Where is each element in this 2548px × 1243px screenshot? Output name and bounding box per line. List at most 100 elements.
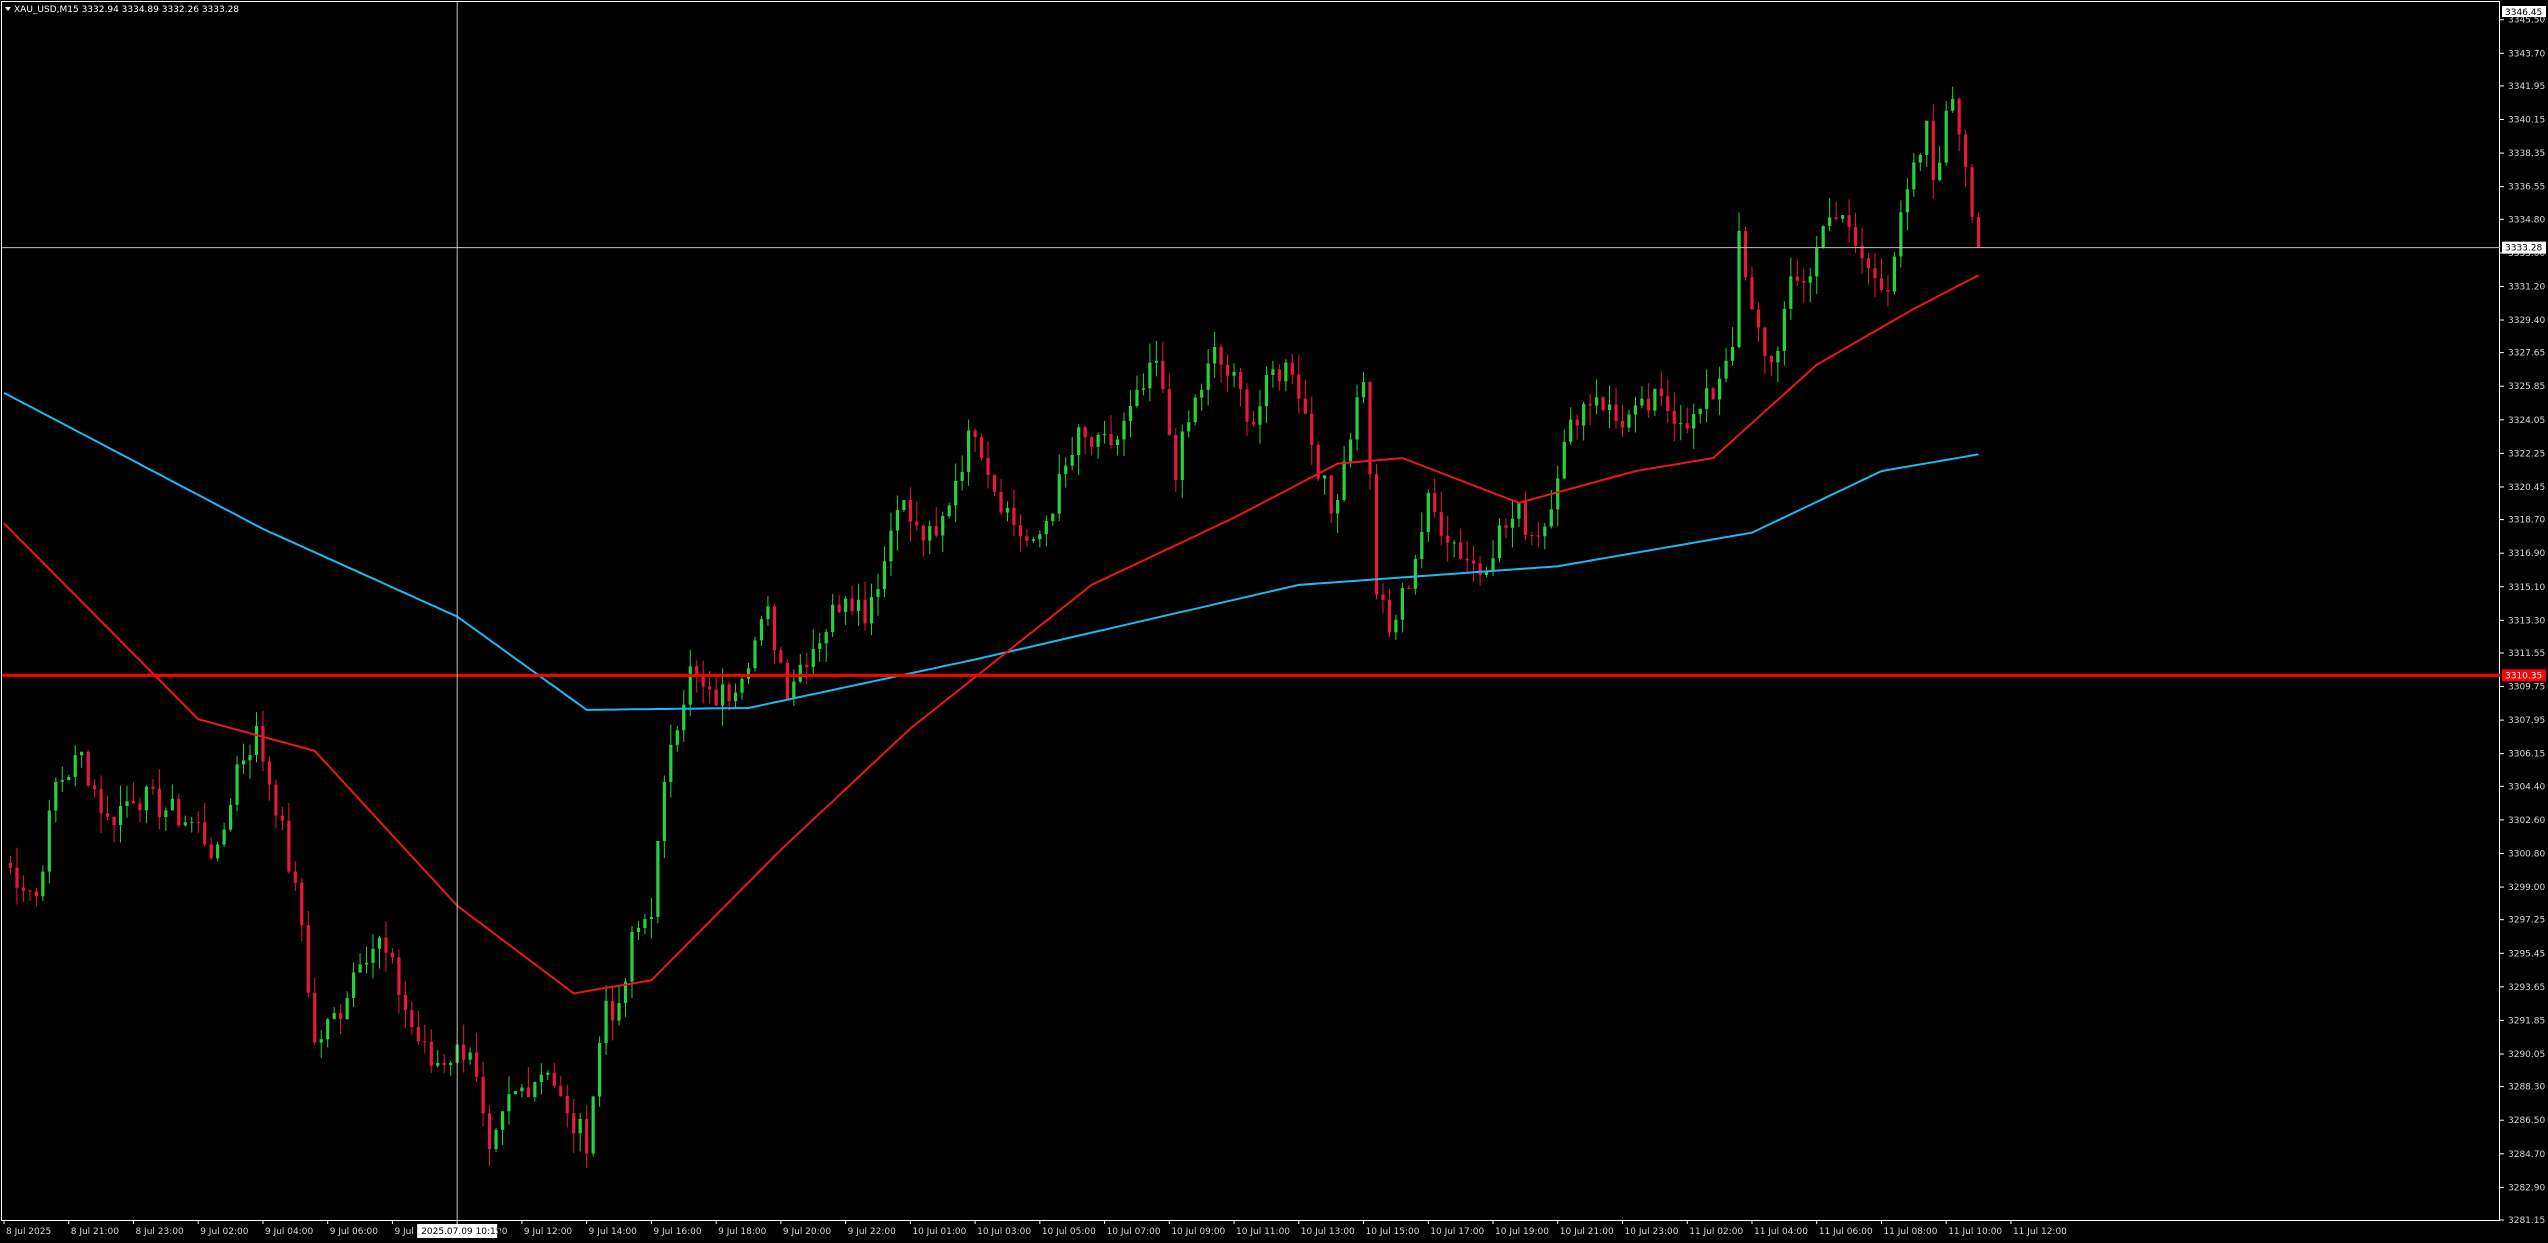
- bull-candle: [1815, 248, 1819, 277]
- bear-candle: [1711, 388, 1715, 400]
- bear-candle: [999, 491, 1003, 513]
- bull-candle: [895, 510, 900, 531]
- bear-candle: [805, 664, 809, 667]
- bull-candle: [1938, 162, 1942, 181]
- bear-candle: [105, 813, 110, 817]
- bear-candle: [487, 1113, 492, 1150]
- bear-candle: [177, 798, 181, 826]
- bull-candle: [54, 781, 58, 811]
- bear-candle: [1659, 388, 1663, 397]
- price-tick-label: 3329.40: [2508, 316, 2545, 326]
- bull-candle: [960, 471, 964, 481]
- price-tick-label: 3284.70: [2508, 1150, 2545, 1160]
- bull-candle: [1899, 212, 1903, 257]
- top-price-tag-text: 3346.45: [2505, 8, 2542, 18]
- bear-candle: [1769, 355, 1774, 363]
- price-tick-label: 3320.45: [2508, 483, 2545, 493]
- bear-candle: [1459, 542, 1463, 559]
- bear-candle: [1614, 404, 1618, 421]
- bull-candle: [248, 755, 252, 761]
- bull-candle: [649, 916, 653, 920]
- price-tick-label: 3295.45: [2508, 949, 2545, 959]
- price-tick-label: 3291.85: [2508, 1016, 2545, 1026]
- triangle-down-icon[interactable]: [5, 7, 11, 11]
- current-price-tag: 3333.28: [2502, 241, 2546, 254]
- bear-candle: [1879, 278, 1884, 291]
- bull-candle: [436, 1062, 440, 1066]
- bull-candle: [759, 619, 764, 641]
- bear-candle: [1763, 327, 1767, 356]
- bear-candle: [1756, 309, 1761, 328]
- price-tick-label: 3282.90: [2508, 1183, 2545, 1193]
- bull-candle: [889, 530, 893, 562]
- bull-candle: [235, 764, 239, 805]
- bull-candle: [669, 744, 673, 782]
- bull-candle: [1284, 362, 1288, 382]
- bear-candle: [1297, 374, 1301, 399]
- level-price-tag: 3310.35: [2502, 669, 2546, 682]
- bear-candle: [1873, 268, 1877, 279]
- bull-candle: [1789, 276, 1793, 309]
- bear-candle: [585, 1119, 589, 1154]
- time-tick-label: 11 Jul 06:00: [1819, 1227, 1873, 1237]
- bear-candle: [209, 844, 213, 859]
- bear-candle: [86, 751, 90, 786]
- bear-candle: [28, 890, 32, 892]
- bear-candle: [785, 662, 789, 699]
- bear-candle: [1219, 347, 1223, 365]
- price-tick-label: 3331.20: [2508, 282, 2545, 292]
- symbol-header[interactable]: XAU_USD,M15 3332.94 3334.89 3332.26 3333…: [5, 5, 239, 15]
- bull-candle: [844, 598, 848, 612]
- time-tick-label: 10 Jul 21:00: [1560, 1227, 1614, 1237]
- bull-candle: [1057, 474, 1061, 514]
- bear-candle: [1245, 389, 1249, 422]
- bear-candle: [1575, 419, 1579, 426]
- bull-candle: [1705, 388, 1709, 409]
- bear-candle: [610, 1000, 615, 1021]
- time-tick-label: 9 Jul 02:00: [200, 1227, 249, 1237]
- bear-candle: [131, 801, 136, 804]
- bear-candle: [8, 863, 13, 868]
- bull-candle: [902, 500, 906, 511]
- bull-candle: [190, 822, 194, 824]
- bull-candle: [539, 1074, 543, 1082]
- bull-candle: [1038, 534, 1042, 540]
- slow-moving-average-line: [3, 391, 1979, 711]
- bear-candle: [300, 882, 304, 926]
- bear-candle: [1646, 398, 1650, 411]
- bull-candle: [1361, 382, 1366, 398]
- bull-candle: [1452, 542, 1456, 544]
- bull-candle: [1633, 405, 1638, 415]
- bull-candle: [41, 871, 45, 897]
- price-tick-label: 3307.95: [2508, 716, 2545, 726]
- bull-candle: [241, 760, 246, 765]
- bear-candle: [93, 785, 97, 790]
- bull-candle: [468, 1052, 472, 1060]
- bull-candle: [1400, 588, 1404, 620]
- price-tick-label: 3340.15: [2508, 116, 2545, 126]
- time-tick-label: 8 Jul 23:00: [135, 1227, 184, 1237]
- bull-candle: [449, 1062, 453, 1066]
- bear-candle: [1853, 226, 1858, 246]
- time-tick-label: 10 Jul 05:00: [1042, 1227, 1096, 1237]
- time-tick-label: 10 Jul 17:00: [1430, 1227, 1484, 1237]
- bull-candle: [1562, 441, 1566, 479]
- bear-candle: [1109, 434, 1113, 446]
- bull-candle: [630, 931, 634, 982]
- price-axis[interactable]: 3345.50 3343.70 3341.95 3340.15 3338.35 3336.…: [2500, 16, 2545, 1226]
- bear-candle: [934, 526, 938, 536]
- time-axis[interactable]: 8 Jul 2025 8 Jul 21:00 8 Jul 23:00 9 Jul 02…: [3, 1220, 2067, 1237]
- bull-candle: [1808, 276, 1812, 283]
- bull-candle: [1640, 398, 1644, 406]
- bull-candle: [1031, 539, 1035, 541]
- bull-candle: [170, 798, 174, 811]
- bear-candle: [1666, 396, 1670, 411]
- bull-candle: [60, 780, 64, 782]
- bull-candle: [345, 997, 349, 1020]
- chart-frame: [1, 1, 2500, 1221]
- bull-candle: [662, 781, 666, 841]
- bear-candle: [475, 1052, 479, 1077]
- bull-candle: [1323, 475, 1327, 479]
- bull-candle: [1213, 347, 1217, 364]
